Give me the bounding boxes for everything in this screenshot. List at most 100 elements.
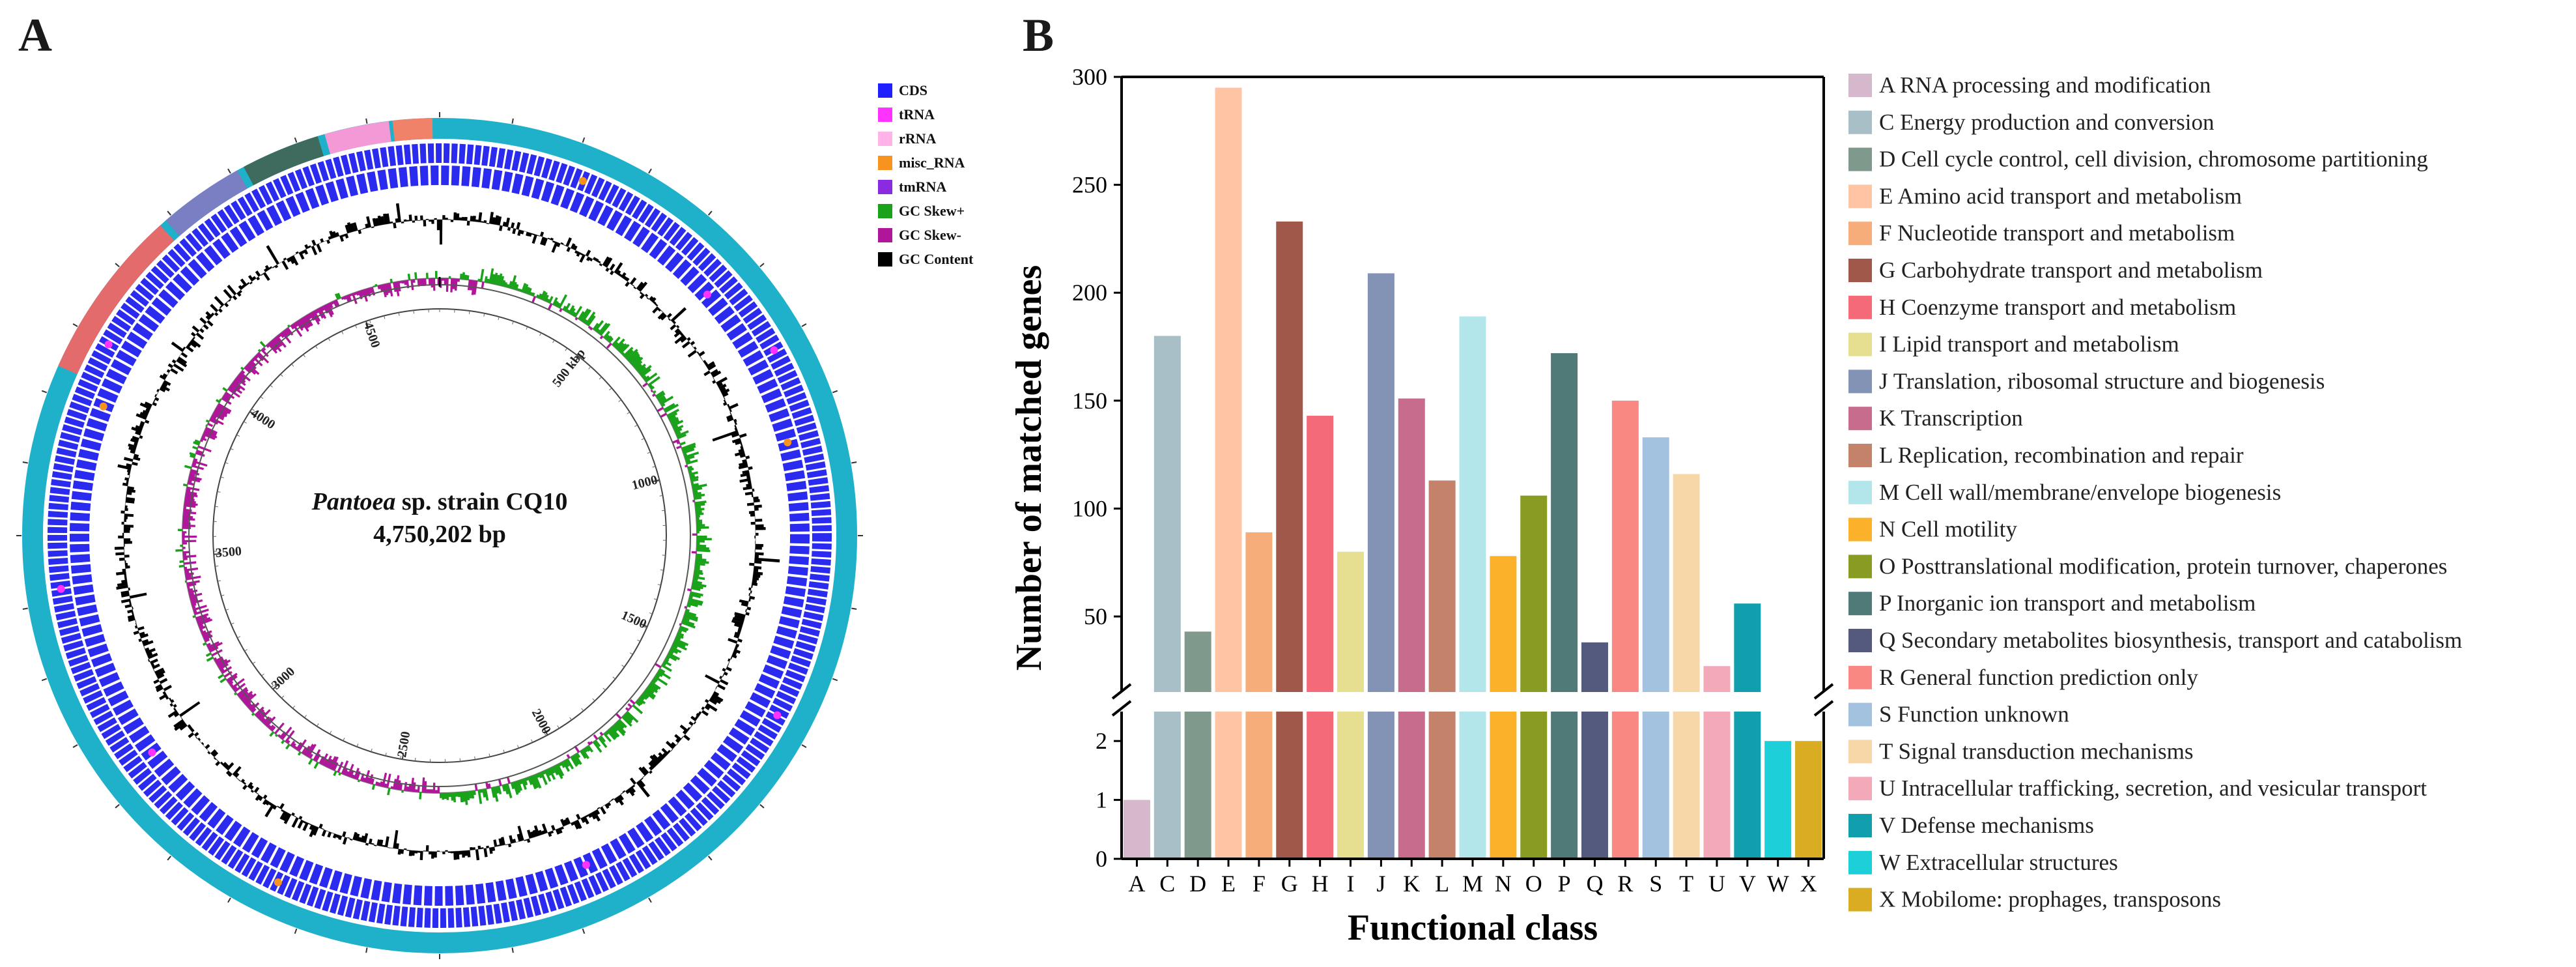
x-tick-label: R xyxy=(1617,871,1633,897)
rna-marker xyxy=(274,878,282,886)
legend-label: misc_RNA xyxy=(899,154,965,171)
bar-O-lower xyxy=(1520,712,1548,859)
legend-swatch xyxy=(1848,407,1872,431)
outer-tick xyxy=(582,137,586,143)
scale-label: 3500 xyxy=(215,544,242,560)
outer-contig-ring xyxy=(22,118,857,953)
legend-label: GC Content xyxy=(899,251,974,267)
outer-tick xyxy=(365,118,368,124)
minor-scale-tick xyxy=(618,399,621,402)
scale-tick xyxy=(544,729,548,736)
minor-scale-tick xyxy=(225,609,229,611)
x-tick-label: Q xyxy=(1586,871,1603,897)
scale-tick xyxy=(653,479,660,482)
outer-tick xyxy=(294,137,298,143)
outer-tick xyxy=(167,856,172,861)
x-tick-label: S xyxy=(1649,871,1662,897)
bars xyxy=(1123,87,1822,859)
bar-I-lower xyxy=(1337,712,1365,859)
bar-F-lower xyxy=(1245,712,1273,859)
legend-swatch xyxy=(878,252,892,267)
outer-tick xyxy=(511,118,514,124)
minor-scale-tick xyxy=(531,739,533,743)
minor-scale-tick xyxy=(356,743,359,747)
legend-swatch xyxy=(1848,74,1872,97)
minor-scale-tick xyxy=(517,745,519,749)
y-tick-label: 0 xyxy=(1096,846,1107,872)
minor-scale-tick xyxy=(641,438,645,440)
minor-scale-tick xyxy=(214,506,218,508)
feature-arc-red xyxy=(58,225,175,375)
minor-scale-tick xyxy=(304,715,307,718)
bar-D-lower xyxy=(1184,712,1211,859)
legend-label: rRNA xyxy=(899,130,937,147)
minor-scale-tick xyxy=(221,594,225,596)
x-tick-label: O xyxy=(1525,871,1542,897)
minor-scale-tick xyxy=(292,705,296,709)
outer-tick xyxy=(167,210,172,216)
legend-swatch xyxy=(1848,110,1872,134)
legend-swatch xyxy=(1848,850,1872,874)
legend-label: F Nucleotide transport and metabolism xyxy=(1879,220,2235,246)
minor-scale-tick xyxy=(371,748,373,752)
minor-scale-tick xyxy=(243,421,247,424)
minor-scale-tick xyxy=(244,649,248,652)
legend-label: U Intracellular trafficking, secretion, … xyxy=(1879,775,2427,801)
genome-size: 4,750,202 bp xyxy=(373,521,506,548)
minor-scale-tick xyxy=(656,480,660,482)
outer-tick xyxy=(582,928,586,934)
minor-scale-tick xyxy=(659,495,663,497)
minor-scale-tick xyxy=(315,345,318,349)
minor-scale-tick xyxy=(303,354,305,358)
bar-Q-lower xyxy=(1581,712,1608,859)
x-tick-label: G xyxy=(1281,871,1298,897)
x-tick-label: C xyxy=(1159,871,1175,897)
outer-tick xyxy=(832,390,838,394)
legend-label: N Cell motility xyxy=(1879,517,2017,542)
minor-scale-tick xyxy=(599,377,602,380)
outer-tick xyxy=(294,928,298,934)
minor-scale-tick xyxy=(328,338,331,341)
bar-K xyxy=(1398,398,1425,692)
legend-label: tRNA xyxy=(899,106,935,123)
bar-T-lower xyxy=(1673,712,1700,859)
bar-X xyxy=(1795,741,1822,859)
legend-swatch xyxy=(878,132,892,146)
rna-marker xyxy=(770,346,778,354)
scale-label: 1500 xyxy=(619,608,648,631)
bar-D xyxy=(1184,631,1211,692)
outer-tick xyxy=(759,803,765,809)
bar-W xyxy=(1764,741,1792,859)
outer-tick xyxy=(648,897,652,903)
legend-label: D Cell cycle control, cell division, chr… xyxy=(1879,147,2428,172)
legend-label: C Energy production and conversion xyxy=(1879,109,2215,135)
x-tick-label: V xyxy=(1739,871,1756,897)
outer-tick xyxy=(707,856,713,861)
y-tick-label: 50 xyxy=(1084,603,1107,629)
minor-scale-tick xyxy=(215,566,219,567)
minor-scale-tick xyxy=(260,396,264,399)
x-tick-label: N xyxy=(1495,871,1512,897)
bar-R xyxy=(1611,400,1639,692)
outer-tick xyxy=(832,678,838,682)
minor-scale-tick xyxy=(236,434,240,437)
outer-tick xyxy=(41,390,48,394)
minor-scale-tick xyxy=(647,452,651,454)
minor-scale-tick xyxy=(217,491,221,493)
minor-scale-tick xyxy=(544,732,546,736)
minor-scale-tick xyxy=(231,622,234,625)
minor-scale-tick xyxy=(220,476,224,478)
x-tick-label: P xyxy=(1558,871,1571,897)
bar-S xyxy=(1642,437,1669,692)
legend-label: S Function unknown xyxy=(1879,702,2069,727)
x-tick-label: W xyxy=(1767,871,1789,897)
legend-swatch xyxy=(878,108,892,122)
minor-scale-tick xyxy=(291,364,294,367)
cds-forward-ring xyxy=(48,143,832,928)
y-tick-label: 200 xyxy=(1072,280,1107,306)
x-tick-label: X xyxy=(1800,871,1817,897)
legend-label: I Lipid transport and metabolism xyxy=(1879,332,2179,357)
x-tick-label: D xyxy=(1189,871,1206,897)
minor-scale-tick xyxy=(557,725,559,729)
